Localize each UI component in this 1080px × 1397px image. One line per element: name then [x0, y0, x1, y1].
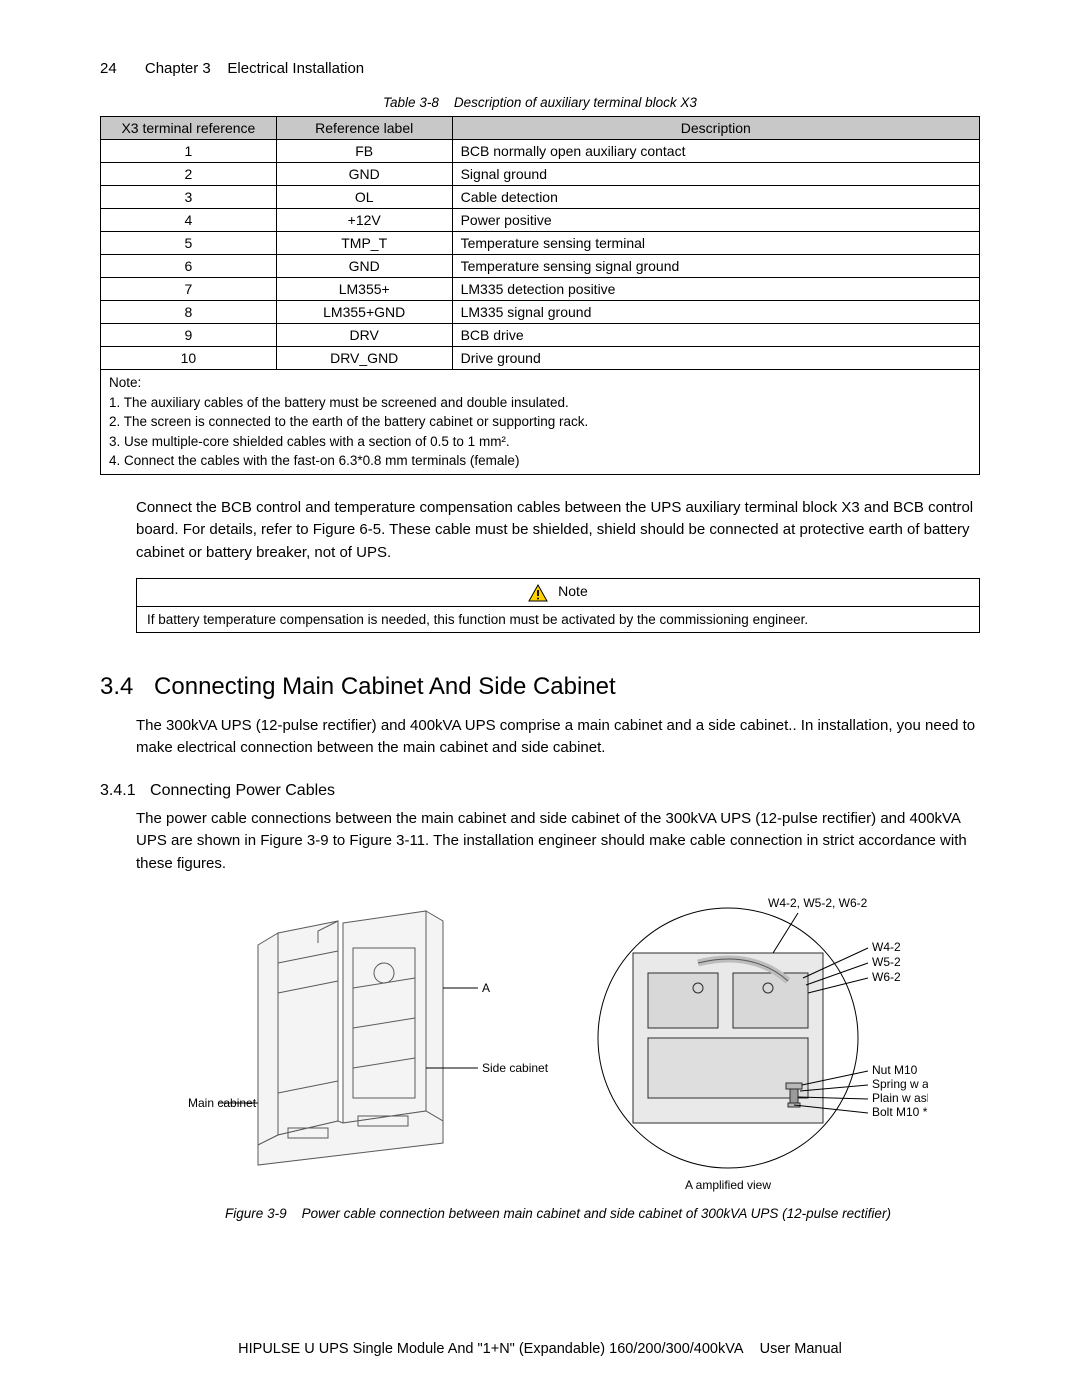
- notes-title: Note:: [109, 373, 971, 393]
- cell-ref: 3: [101, 186, 277, 209]
- label-nut: Nut M10: [872, 1063, 918, 1077]
- label-top-group: W4-2, W5-2, W6-2: [768, 896, 868, 910]
- note-box-title: Note: [558, 583, 588, 599]
- note-box-body: If battery temperature compensation is n…: [137, 607, 979, 632]
- section-number: 3.4: [100, 673, 133, 700]
- cell-label: DRV: [276, 324, 452, 347]
- cell-ref: 4: [101, 209, 277, 232]
- label-w6: W6-2: [872, 970, 901, 984]
- label-w4: W4-2: [872, 940, 901, 954]
- page-header: 24 Chapter 3 Electrical Installation: [100, 60, 980, 77]
- section-heading: 3.4 Connecting Main Cabinet And Side Cab…: [100, 673, 980, 701]
- label-side-cabinet: Side cabinet: [482, 1061, 549, 1075]
- cell-desc: Drive ground: [452, 347, 979, 370]
- table-row: 8LM355+GNDLM335 signal ground: [101, 301, 980, 324]
- table-row: 10DRV_GNDDrive ground: [101, 347, 980, 370]
- figure-caption-text: Power cable connection between main cabi…: [302, 1206, 891, 1221]
- paragraph: Connect the BCB control and temperature …: [136, 497, 980, 565]
- note-box: Note If battery temperature compensation…: [136, 578, 980, 632]
- footer-right: User Manual: [760, 1341, 842, 1357]
- document-page: 24 Chapter 3 Electrical Installation Tab…: [0, 0, 1080, 1397]
- table-header-row: X3 terminal reference Reference label De…: [101, 117, 980, 140]
- label-plain-washer: Plain w asher 10: [872, 1091, 928, 1105]
- label-w5: W5-2: [872, 955, 901, 969]
- label-amplified: A amplified view: [685, 1178, 771, 1192]
- section-intro: The 300kVA UPS (12-pulse rectifier) and …: [136, 715, 980, 760]
- subsection-title: Connecting Power Cables: [150, 782, 335, 799]
- cell-desc: Temperature sensing terminal: [452, 232, 979, 255]
- warning-icon: [528, 584, 548, 602]
- col-header: Description: [452, 117, 979, 140]
- table-notes-cell: Note: 1. The auxiliary cables of the bat…: [101, 370, 980, 475]
- table-row: 2GNDSignal ground: [101, 163, 980, 186]
- label-main-cabinet: Main cabinet: [188, 1096, 257, 1110]
- subsection-text: The power cable connections between the …: [136, 808, 980, 876]
- table-row: 3OLCable detection: [101, 186, 980, 209]
- cell-desc: LM335 detection positive: [452, 278, 979, 301]
- cell-ref: 10: [101, 347, 277, 370]
- cell-label: +12V: [276, 209, 452, 232]
- cell-ref: 2: [101, 163, 277, 186]
- table-row: 1FBBCB normally open auxiliary contact: [101, 140, 980, 163]
- section-title: Connecting Main Cabinet And Side Cabinet: [154, 673, 616, 700]
- note-box-header: Note: [137, 579, 979, 606]
- cell-ref: 1: [101, 140, 277, 163]
- label-spring-washer: Spring w asher 10: [872, 1077, 928, 1091]
- table-row: 6GNDTemperature sensing signal ground: [101, 255, 980, 278]
- cell-desc: Cable detection: [452, 186, 979, 209]
- cell-ref: 5: [101, 232, 277, 255]
- terminal-table: X3 terminal reference Reference label De…: [100, 116, 980, 475]
- cell-label: OL: [276, 186, 452, 209]
- page-number: 24: [100, 60, 117, 77]
- table-row: 7LM355+LM335 detection positive: [101, 278, 980, 301]
- table-caption-text: Description of auxiliary terminal block …: [454, 95, 697, 110]
- figure-caption-prefix: Figure 3-9: [225, 1206, 287, 1221]
- cell-ref: 7: [101, 278, 277, 301]
- col-header: Reference label: [276, 117, 452, 140]
- note-line: 3. Use multiple-core shielded cables wit…: [109, 432, 971, 452]
- subsection-number: 3.4.1: [100, 782, 136, 799]
- page-footer: HIPULSE U UPS Single Module And "1+N" (E…: [100, 1341, 980, 1357]
- cell-ref: 8: [101, 301, 277, 324]
- cell-desc: BCB normally open auxiliary contact: [452, 140, 979, 163]
- cell-ref: 6: [101, 255, 277, 278]
- cell-label: FB: [276, 140, 452, 163]
- cell-desc: LM335 signal ground: [452, 301, 979, 324]
- cell-label: LM355+: [276, 278, 452, 301]
- table-row: 9DRVBCB drive: [101, 324, 980, 347]
- label-A: A: [482, 981, 490, 995]
- table-notes-row: Note: 1. The auxiliary cables of the bat…: [101, 370, 980, 475]
- col-header: X3 terminal reference: [101, 117, 277, 140]
- cell-label: TMP_T: [276, 232, 452, 255]
- cell-desc: Temperature sensing signal ground: [452, 255, 979, 278]
- note-line: 2. The screen is connected to the earth …: [109, 412, 971, 432]
- cell-ref: 9: [101, 324, 277, 347]
- figure: A Side cabinet Main cabinet: [136, 893, 980, 1221]
- footer-left: HIPULSE U UPS Single Module And "1+N" (E…: [238, 1341, 743, 1357]
- note-line: 4. Connect the cables with the fast-on 6…: [109, 451, 971, 471]
- table-caption-prefix: Table 3-8: [383, 95, 439, 110]
- cell-label: DRV_GND: [276, 347, 452, 370]
- table-row: 5TMP_TTemperature sensing terminal: [101, 232, 980, 255]
- subsection-heading: 3.4.1 Connecting Power Cables: [100, 782, 980, 800]
- table-caption: Table 3-8 Description of auxiliary termi…: [100, 95, 980, 110]
- cell-label: GND: [276, 255, 452, 278]
- cell-desc: Power positive: [452, 209, 979, 232]
- label-bolt: Bolt M10 *35: [872, 1105, 928, 1119]
- cell-desc: Signal ground: [452, 163, 979, 186]
- chapter-title: Electrical Installation: [227, 60, 364, 77]
- cabinet-diagram: A Side cabinet Main cabinet: [188, 893, 928, 1193]
- cell-desc: BCB drive: [452, 324, 979, 347]
- cell-label: GND: [276, 163, 452, 186]
- cell-label: LM355+GND: [276, 301, 452, 324]
- table-row: 4+12VPower positive: [101, 209, 980, 232]
- figure-caption: Figure 3-9 Power cable connection betwee…: [136, 1206, 980, 1221]
- chapter-label: Chapter 3: [145, 60, 211, 77]
- note-line: 1. The auxiliary cables of the battery m…: [109, 393, 971, 413]
